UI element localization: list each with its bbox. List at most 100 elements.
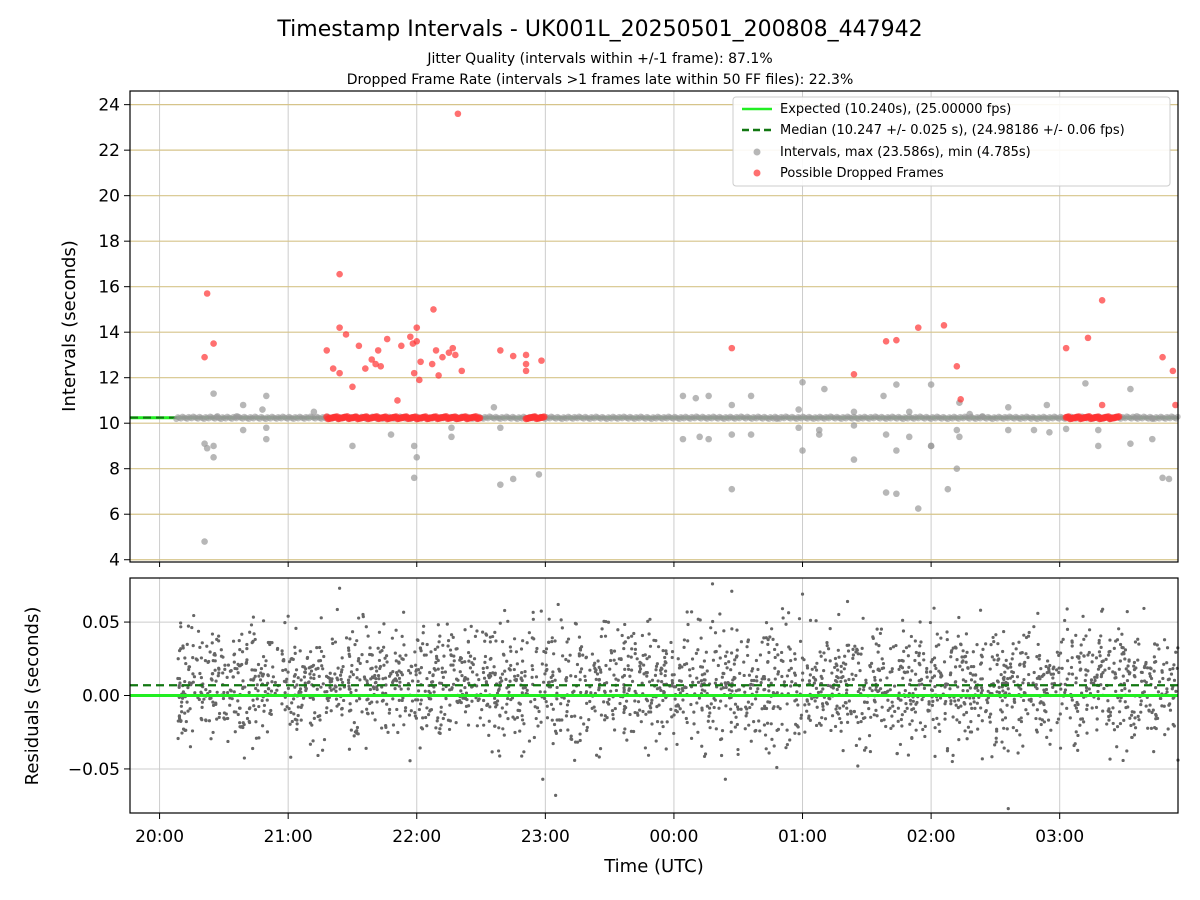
residual-point <box>1044 710 1048 714</box>
dropped-frame-point <box>329 365 337 372</box>
residual-point <box>1085 707 1089 711</box>
residual-point <box>606 620 611 624</box>
residual-point <box>199 690 203 694</box>
residual-outlier-point <box>710 582 715 586</box>
residual-point <box>431 673 435 677</box>
residual-point <box>520 670 524 675</box>
residual-point <box>713 650 717 654</box>
residual-point <box>1023 691 1027 695</box>
residual-point <box>447 727 452 732</box>
residual-point <box>336 666 340 670</box>
residual-point <box>1019 716 1023 720</box>
residual-point <box>751 683 755 687</box>
residual-point <box>1102 686 1106 691</box>
residual-point <box>221 671 225 675</box>
residual-point <box>820 716 824 720</box>
residual-point <box>762 636 766 640</box>
interval-point <box>1148 415 1156 422</box>
residual-point <box>418 646 422 650</box>
residual-point <box>839 670 843 674</box>
residual-point <box>555 718 559 722</box>
residual-point <box>498 714 502 718</box>
residual-point <box>574 674 578 679</box>
residual-point <box>1056 717 1061 721</box>
interval-point <box>799 378 806 386</box>
residual-point <box>394 628 398 632</box>
residual-point <box>211 730 215 735</box>
residual-point <box>997 657 1001 661</box>
residual-point <box>1000 710 1004 714</box>
residual-point <box>1010 705 1014 709</box>
residual-point <box>633 647 638 651</box>
residual-point <box>1021 744 1025 748</box>
residual-point <box>980 686 984 690</box>
residual-point <box>664 649 668 653</box>
residual-point <box>351 673 355 677</box>
residual-point <box>655 662 659 666</box>
interval-point <box>1082 380 1089 387</box>
residual-point <box>675 710 679 714</box>
residual-point <box>953 665 958 669</box>
residual-point <box>647 680 652 684</box>
residual-point <box>896 696 900 700</box>
residual-point <box>928 670 933 674</box>
residual-point <box>838 716 842 721</box>
residual-point <box>1024 635 1029 640</box>
residual-point <box>724 704 728 708</box>
residual-point <box>733 658 737 662</box>
residual-point <box>1127 659 1131 663</box>
residual-point <box>522 722 526 726</box>
residual-point <box>708 711 712 715</box>
residual-point <box>858 737 862 741</box>
residual-point <box>974 673 978 677</box>
residual-point <box>1107 666 1111 670</box>
residual-point <box>293 717 297 721</box>
residual-point <box>638 664 642 668</box>
residual-point <box>913 710 918 714</box>
residual-point <box>1092 681 1096 685</box>
residual-point <box>1152 655 1156 659</box>
dropped-frame-point <box>201 353 208 361</box>
residual-point <box>443 670 447 674</box>
residual-point <box>326 675 330 680</box>
residual-point <box>826 647 831 651</box>
residual-point <box>638 708 642 712</box>
residual-point <box>909 702 913 706</box>
residual-point <box>355 729 359 733</box>
residual-point <box>881 661 886 666</box>
residual-point <box>1059 687 1063 691</box>
residual-point <box>1160 704 1164 708</box>
residual-point <box>951 715 955 719</box>
residual-point <box>975 701 979 705</box>
residual-point <box>458 670 462 674</box>
residual-point <box>439 710 443 714</box>
residuals-points <box>176 582 1180 811</box>
residual-point <box>364 746 368 750</box>
residual-point <box>584 690 589 694</box>
residual-point <box>559 702 563 706</box>
residual-point <box>828 627 832 631</box>
residual-point <box>813 665 817 669</box>
residual-point <box>1004 658 1008 662</box>
residual-point <box>1132 710 1136 714</box>
residual-point <box>949 650 953 654</box>
residual-point <box>690 610 694 614</box>
residual-point <box>1085 703 1089 707</box>
residual-point <box>747 723 751 727</box>
residual-point <box>901 618 905 622</box>
residual-point <box>931 717 935 722</box>
residual-point <box>1058 746 1063 750</box>
residual-point <box>483 654 488 659</box>
residual-point <box>1117 627 1121 631</box>
residual-point <box>530 675 534 679</box>
residual-point <box>283 621 287 625</box>
residual-point <box>506 619 510 623</box>
residual-point <box>397 669 401 673</box>
residual-point <box>754 728 758 733</box>
residual-point <box>178 681 182 685</box>
residual-point <box>702 754 707 759</box>
residual-point <box>549 675 553 679</box>
legend: Expected (10.240s), (25.00000 fps) Media… <box>732 96 1171 187</box>
residual-point <box>1161 676 1165 681</box>
residual-point <box>833 678 838 683</box>
